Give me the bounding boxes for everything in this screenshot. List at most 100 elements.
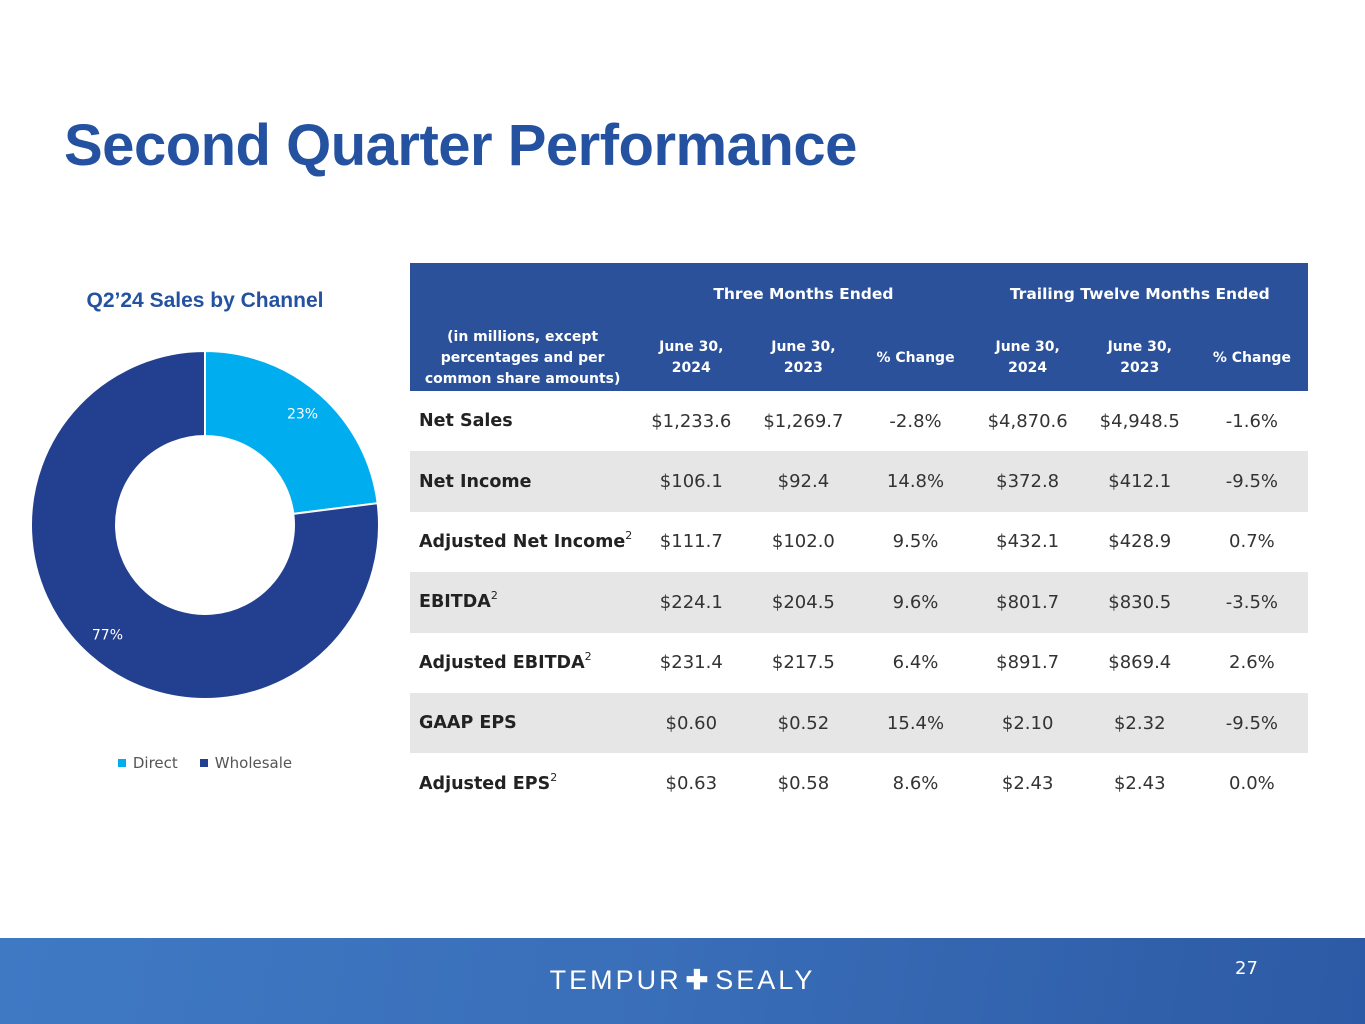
table-cell: $432.1 <box>996 531 1060 553</box>
chart-title: Q2’24 Sales by Channel <box>86 289 324 312</box>
footnote-marker: 2 <box>550 770 558 784</box>
table-row: GAAP EPS $0.60 $0.52 15.4% $2.10 $2.32 -9.5% <box>410 692 1308 754</box>
row-label-text: Net Income <box>419 471 532 492</box>
row-label-text: Adjusted EPS <box>419 773 551 794</box>
row-label-text: Adjusted EBITDA <box>419 652 585 673</box>
table-row: Net Sales $1,233.6 $1,269.7 -2.8% $4,870.6 $4… <box>410 391 1308 451</box>
brand-left: TEMPUR <box>549 965 682 995</box>
table-cell: -3.5% <box>1195 572 1308 633</box>
table-cell: $4,870.6 <box>987 410 1068 432</box>
table-cell: 2.6% <box>1229 652 1275 674</box>
row-label-text: EBITDA <box>419 592 491 613</box>
table-cell: $801.7 <box>971 572 1084 633</box>
table-cell: $428.9 <box>1108 531 1172 553</box>
table-row: Net Income $106.1 $92.4 14.8% $372.8 $412.1 -9… <box>410 451 1308 512</box>
legend-swatch-wholesale <box>199 759 208 767</box>
table-cell: $372.8 <box>971 451 1084 512</box>
tempur-sealy-logo: TEMPUR ✚ SEALY <box>0 965 1365 996</box>
financial-performance-table: Three Months Ended Trailing Twelve Month… <box>410 263 1308 814</box>
table-cell: $1,233.6 <box>651 410 732 432</box>
table-cell: $217.5 <box>771 652 835 674</box>
brand-plus-icon: ✚ <box>685 965 712 995</box>
table-cell: $1,269.7 <box>763 410 844 432</box>
row-label: GAAP EPS <box>410 692 636 754</box>
table-cell: 0.7% <box>1229 531 1275 553</box>
row-label-text: Adjusted Net Income <box>419 531 626 552</box>
table-cell: $111.7 <box>659 531 723 553</box>
table-cell: $891.7 <box>996 652 1060 674</box>
slice-direct <box>204 349 379 515</box>
row-label: Adjusted EPS2 <box>410 753 635 813</box>
table-cell: $204.5 <box>747 572 860 633</box>
table-cell: -1.6% <box>1225 410 1279 432</box>
slice-wholesale <box>30 349 380 700</box>
column-header: June 30, 2024 <box>971 325 1084 391</box>
row-label: Adjusted EBITDA2 <box>410 633 635 693</box>
table-cell: -2.8% <box>889 410 942 432</box>
group-header-trailing-twelve-months: Trailing Twelve Months Ended <box>971 263 1308 325</box>
table-cell: 0.0% <box>1229 773 1275 795</box>
table-cell: $869.4 <box>1108 652 1172 674</box>
slice-label-direct: 23% <box>287 406 318 422</box>
table-cell: $2.10 <box>971 692 1084 754</box>
row-label: Net Sales <box>410 391 635 451</box>
table-cell: $0.60 <box>635 692 748 754</box>
table-cell: $2.43 <box>1001 773 1054 795</box>
chart-legend: Direct Wholesale <box>0 754 410 772</box>
group-header-three-months: Three Months Ended <box>635 263 972 325</box>
brand-right: SEALY <box>715 965 816 995</box>
table-cell: -9.5% <box>1195 692 1308 754</box>
table-cell: $0.63 <box>665 773 718 795</box>
table-row: Adjusted EPS2 $0.63 $0.58 8.6% $2.43 $2.43 0.0… <box>410 753 1308 813</box>
table-cell: $0.58 <box>777 773 830 795</box>
table-cell: 14.8% <box>859 451 972 512</box>
legend-swatch-direct <box>117 759 126 767</box>
table-cell: $2.32 <box>1083 692 1196 754</box>
table-row: Adjusted Net Income2 $111.7 $102.0 9.5% $432… <box>410 512 1308 572</box>
table-corner <box>410 263 636 325</box>
footnote-marker: 2 <box>490 589 498 603</box>
legend-label-direct: Direct <box>132 754 178 772</box>
table-cell: $102.0 <box>771 531 835 553</box>
sales-by-channel-donut-chart: 23% 77% <box>30 349 380 700</box>
table-cell: $106.1 <box>635 451 748 512</box>
page-title: Second Quarter Performance <box>64 113 857 178</box>
table-cell: 15.4% <box>859 692 972 754</box>
table-cell: $2.43 <box>1113 773 1166 795</box>
table-column-header-row: (in millions, except percentages and per… <box>410 325 1308 391</box>
table-cell: $224.1 <box>635 572 748 633</box>
footnote-marker: 2 <box>584 649 592 663</box>
column-header: June 30, 2023 <box>747 325 860 391</box>
row-label-text: Net Sales <box>419 411 513 432</box>
table-cell: 6.4% <box>892 652 939 674</box>
table-row: Adjusted EBITDA2 $231.4 $217.5 6.4% $891.7 $8… <box>410 633 1308 693</box>
row-header-label: (in millions, except percentages and per… <box>410 325 636 391</box>
table-cell: $412.1 <box>1083 451 1196 512</box>
slice-label-wholesale: 77% <box>92 628 123 644</box>
table-cell: 9.6% <box>859 572 972 633</box>
page-number: 27 <box>1235 958 1258 979</box>
table-cell: 8.6% <box>892 773 939 795</box>
table-cell: -9.5% <box>1195 451 1308 512</box>
table-row: EBITDA2 $224.1 $204.5 9.6% $801.7 $830.5 -3.5% <box>410 572 1308 633</box>
legend-label-wholesale: Wholesale <box>214 754 293 772</box>
table-cell: $4,948.5 <box>1099 410 1180 432</box>
table-group-header-row: Three Months Ended Trailing Twelve Month… <box>410 263 1308 325</box>
table-cell: $92.4 <box>747 451 860 512</box>
row-label: Adjusted Net Income2 <box>410 512 635 572</box>
row-label: Net Income <box>410 451 636 512</box>
table-cell: $231.4 <box>659 652 723 674</box>
table-cell: 9.5% <box>892 531 939 553</box>
column-header: June 30, 2024 <box>635 325 748 391</box>
row-label-text: GAAP EPS <box>419 713 517 734</box>
column-header: % Change <box>1195 325 1308 391</box>
legend-item-direct: Direct <box>117 754 178 772</box>
footer-band <box>0 938 1365 1024</box>
column-header: June 30, 2023 <box>1083 325 1196 391</box>
column-header: % Change <box>859 325 972 391</box>
row-label: EBITDA2 <box>410 572 636 633</box>
legend-item-wholesale: Wholesale <box>199 754 293 772</box>
footnote-marker: 2 <box>625 528 633 542</box>
table-cell: $0.52 <box>747 692 860 754</box>
table-cell: $830.5 <box>1083 572 1196 633</box>
